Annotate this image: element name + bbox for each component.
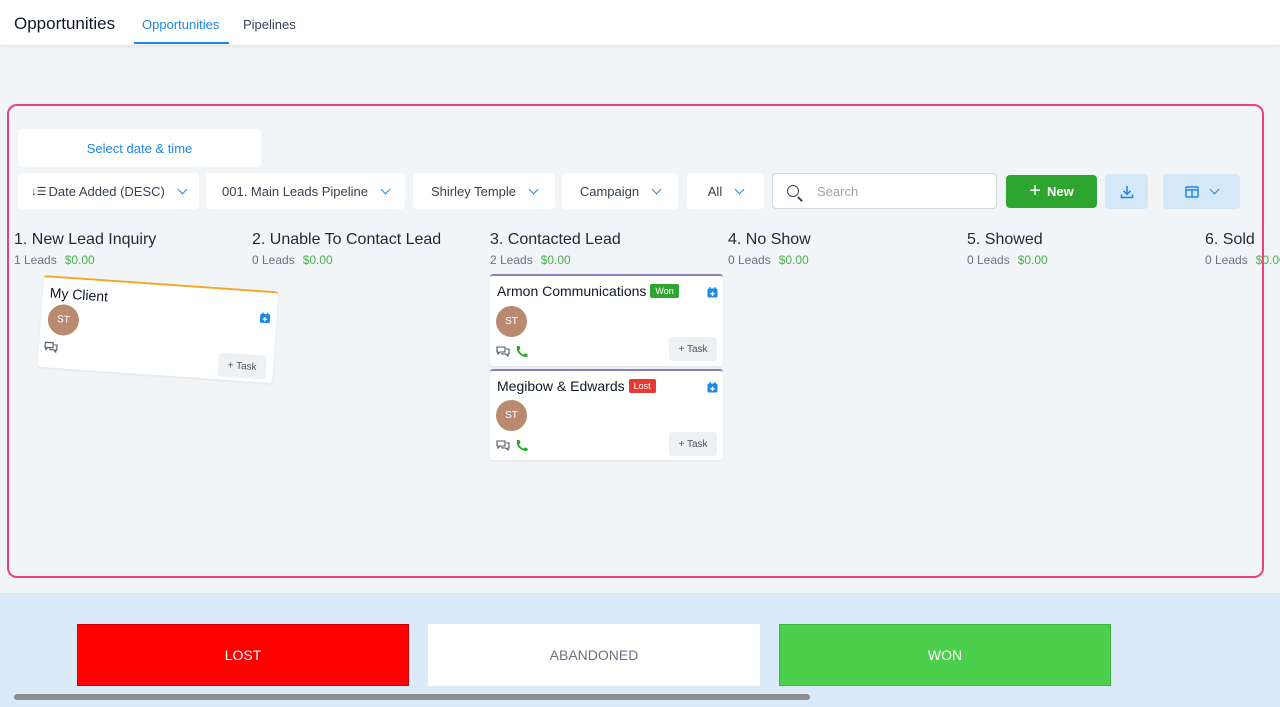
sort-dropdown[interactable]: ↓☰ Date Added (DESC) bbox=[18, 173, 199, 209]
column-summary: 0 Leads $0.00 bbox=[252, 253, 333, 267]
column-title: 4. No Show bbox=[728, 231, 811, 248]
column-title: 5. Showed bbox=[967, 231, 1043, 248]
phone-icon[interactable] bbox=[514, 439, 528, 452]
column-title: 6. Sold bbox=[1205, 231, 1255, 248]
owner-label: Shirley Temple bbox=[430, 183, 517, 199]
column-title: 1. New Lead Inquiry bbox=[14, 231, 157, 248]
status-badge-won: Won bbox=[650, 284, 679, 298]
conversation-icon[interactable] bbox=[496, 439, 510, 452]
pipeline-dropdown[interactable]: 001. Main Leads Pipeline bbox=[206, 173, 405, 209]
conversation-icon[interactable] bbox=[496, 345, 510, 358]
column-title: 2. Unable To Contact Lead bbox=[252, 231, 442, 248]
status-dropdown[interactable]: All bbox=[687, 173, 764, 209]
lead-count: 2 Leads bbox=[490, 253, 533, 267]
campaign-dropdown[interactable]: Campaign bbox=[562, 173, 678, 209]
column-summary: 0 Leads $0.00 bbox=[967, 253, 1048, 267]
owner-dropdown[interactable]: Shirley Temple bbox=[413, 173, 555, 209]
lead-count: 1 Leads bbox=[14, 253, 57, 267]
add-task-button[interactable]: + Task bbox=[669, 432, 717, 456]
chevron-down-icon bbox=[528, 184, 539, 194]
opportunity-card[interactable]: My Client ST + Task bbox=[37, 275, 279, 384]
opportunity-card[interactable]: Megibow & Edwards Lost ST + Task bbox=[490, 369, 723, 460]
abandoned-dropzone[interactable]: ABANDONED bbox=[428, 624, 760, 686]
column-summary: 1 Leads $0.00 bbox=[14, 253, 95, 267]
chevron-down-icon bbox=[177, 184, 188, 194]
new-button-label: New bbox=[1046, 184, 1074, 199]
calendar-add-icon[interactable] bbox=[707, 382, 718, 393]
search-box bbox=[772, 173, 997, 209]
search-input[interactable] bbox=[817, 174, 987, 208]
avatar: ST bbox=[46, 303, 80, 337]
column-summary: 0 Leads $0.00 bbox=[1205, 253, 1280, 267]
chevron-down-icon bbox=[734, 184, 745, 194]
column-amount: $0.00 bbox=[302, 253, 333, 267]
column-amount: $0.00 bbox=[1255, 253, 1280, 267]
conversation-icon[interactable] bbox=[44, 340, 59, 354]
tab-pipelines[interactable]: Pipelines bbox=[243, 17, 296, 32]
columns-view-icon bbox=[1185, 185, 1199, 198]
export-button[interactable] bbox=[1105, 174, 1148, 209]
chevron-down-icon bbox=[651, 184, 662, 194]
plus-icon: + bbox=[1029, 179, 1041, 202]
lost-dropzone[interactable]: LOST bbox=[77, 624, 409, 686]
lead-count: 0 Leads bbox=[252, 253, 295, 267]
new-opportunity-button[interactable]: + New bbox=[1006, 175, 1097, 208]
board-highlight-frame bbox=[7, 104, 1264, 578]
card-title: Armon Communications Won bbox=[497, 283, 679, 299]
add-task-button[interactable]: + Task bbox=[217, 352, 267, 380]
column-amount: $0.00 bbox=[64, 253, 95, 267]
chevron-down-icon bbox=[1209, 184, 1220, 195]
column-amount: $0.00 bbox=[1017, 253, 1048, 267]
column-amount: $0.00 bbox=[778, 253, 809, 267]
date-range-picker[interactable]: Select date & time bbox=[18, 129, 261, 167]
status-badge-lost: Lost bbox=[628, 379, 656, 393]
card-title: My Client bbox=[49, 284, 109, 305]
lead-count: 0 Leads bbox=[1205, 253, 1248, 267]
add-task-button[interactable]: + Task bbox=[669, 337, 717, 361]
tab-opportunities[interactable]: Opportunities bbox=[142, 17, 220, 32]
avatar: ST bbox=[496, 306, 527, 337]
column-amount: $0.00 bbox=[540, 253, 571, 267]
scrollbar-thumb[interactable] bbox=[14, 694, 810, 700]
chevron-down-icon bbox=[380, 184, 391, 194]
search-icon bbox=[787, 185, 799, 197]
column-summary: 2 Leads $0.00 bbox=[490, 253, 571, 267]
active-tab-indicator bbox=[134, 42, 229, 44]
opportunity-card[interactable]: Armon Communications Won ST + Task bbox=[490, 274, 723, 366]
page-title: Opportunities bbox=[14, 14, 116, 33]
column-title: 3. Contacted Lead bbox=[490, 231, 621, 248]
sort-label: Date Added (DESC) bbox=[48, 183, 165, 199]
sort-icon: ↓☰ bbox=[31, 185, 47, 198]
lead-count: 0 Leads bbox=[728, 253, 771, 267]
card-title-text: Armon Communications bbox=[497, 283, 647, 299]
card-title: Megibow & Edwards Lost bbox=[497, 378, 656, 394]
status-label: All bbox=[707, 183, 723, 199]
view-toggle-dropdown[interactable] bbox=[1163, 174, 1240, 209]
won-dropzone[interactable]: WON bbox=[779, 624, 1111, 686]
pipeline-label: 001. Main Leads Pipeline bbox=[222, 183, 368, 199]
avatar: ST bbox=[496, 400, 527, 431]
column-summary: 0 Leads $0.00 bbox=[728, 253, 809, 267]
top-bar: Opportunities Opportunities Pipelines bbox=[0, 0, 1280, 46]
lead-count: 0 Leads bbox=[967, 253, 1010, 267]
calendar-add-icon[interactable] bbox=[259, 312, 271, 324]
download-icon bbox=[1120, 185, 1133, 198]
calendar-add-icon[interactable] bbox=[707, 287, 718, 298]
card-title-text: Megibow & Edwards bbox=[497, 378, 625, 394]
phone-icon[interactable] bbox=[514, 345, 528, 358]
campaign-label: Campaign bbox=[579, 183, 640, 199]
